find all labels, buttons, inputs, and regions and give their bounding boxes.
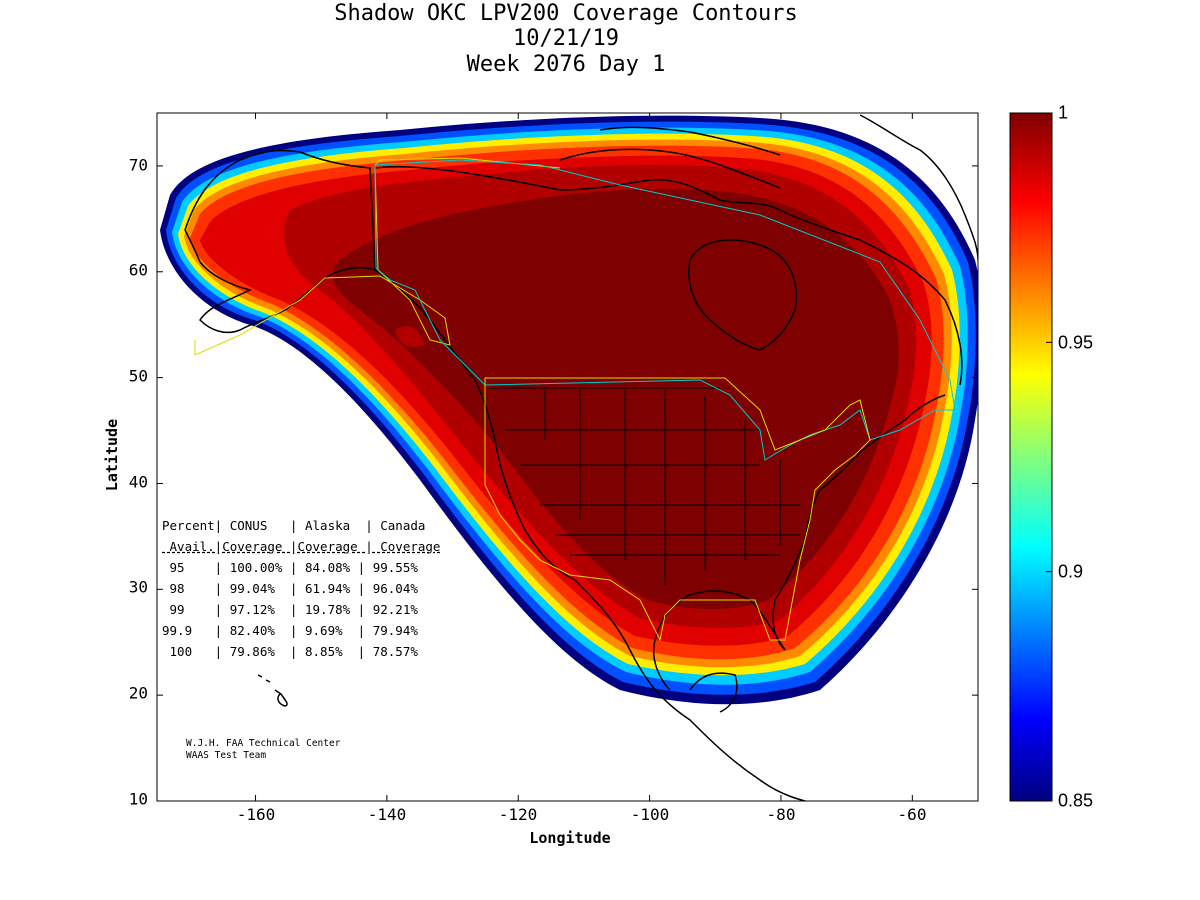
axis-ticks [157, 113, 978, 802]
canada-arctic-coast [374, 166, 963, 386]
table-header-2: Avail.|Coverage |Coverage | Coverage [162, 539, 441, 554]
credit-line-2: WAAS Test Team [186, 750, 267, 761]
y-tick-label: 40 [128, 472, 148, 492]
x-tick-label: -60 [897, 805, 927, 824]
table-row: 98 | 99.04% | 61.94% | 96.04% [162, 581, 418, 596]
colorbar-tick-label: 0.85 [1058, 790, 1094, 811]
plot-frame [156, 112, 979, 802]
colorbar-tick-label: 1 [1058, 102, 1069, 123]
x-tick-label: -160 [236, 805, 276, 824]
table-row: 95 | 100.00% | 84.08% | 99.55% [162, 560, 418, 575]
y-tick-label: 10 [128, 789, 148, 809]
west-coast [374, 269, 576, 581]
east-coast [772, 394, 946, 651]
arctic-islands [559, 126, 781, 189]
y-tick-label: 70 [128, 155, 148, 175]
chart-title-line-2: 10/21/19 [513, 26, 619, 51]
colorbar-ticks [1046, 112, 1052, 802]
x-tick-label: -100 [630, 805, 670, 824]
hudson-bay [688, 239, 797, 351]
colorbar [1009, 112, 1053, 802]
table-header-1: Percent| CONUS | Alaska | Canada [162, 518, 426, 533]
y-tick-label: 20 [128, 683, 148, 703]
canada-fir [374, 159, 956, 461]
table-row: 100 | 79.86% | 8.85% | 78.57% [162, 644, 418, 659]
y-tick-label: 30 [128, 577, 148, 597]
mexico-coast [574, 579, 808, 801]
us-state-borders [490, 387, 800, 585]
chart-title-line-3: Week 2076 Day 1 [466, 52, 666, 77]
x-axis-label: Longitude [529, 829, 611, 847]
credit-line-1: W.J.H. FAA Technical Center [186, 738, 341, 749]
x-tick-label: -120 [498, 805, 538, 824]
y-tick-label: 60 [128, 260, 148, 280]
gulf-coast [653, 590, 786, 691]
table-row: 99.9 | 82.40% | 9.69% | 79.94% [162, 623, 418, 638]
chart-title-line-1: Shadow OKC LPV200 Coverage Contours [334, 1, 798, 26]
colorbar-tick-label: 0.95 [1058, 332, 1094, 353]
alaska-fir [194, 157, 561, 356]
fir-boundaries [194, 157, 956, 642]
hawaii [257, 674, 288, 707]
yucatan [689, 672, 738, 713]
x-tick-label: -80 [766, 805, 796, 824]
colorbar-tick-label: 0.9 [1058, 561, 1084, 582]
y-tick-label: 50 [128, 366, 148, 386]
x-tick-label: -140 [367, 805, 407, 824]
table-row: 99 | 97.12% | 19.78% | 92.21% [162, 602, 418, 617]
conus-fir [484, 377, 871, 642]
contour-deep [332, 188, 899, 609]
contour-deep-patch [395, 325, 425, 347]
greenland [859, 114, 978, 261]
